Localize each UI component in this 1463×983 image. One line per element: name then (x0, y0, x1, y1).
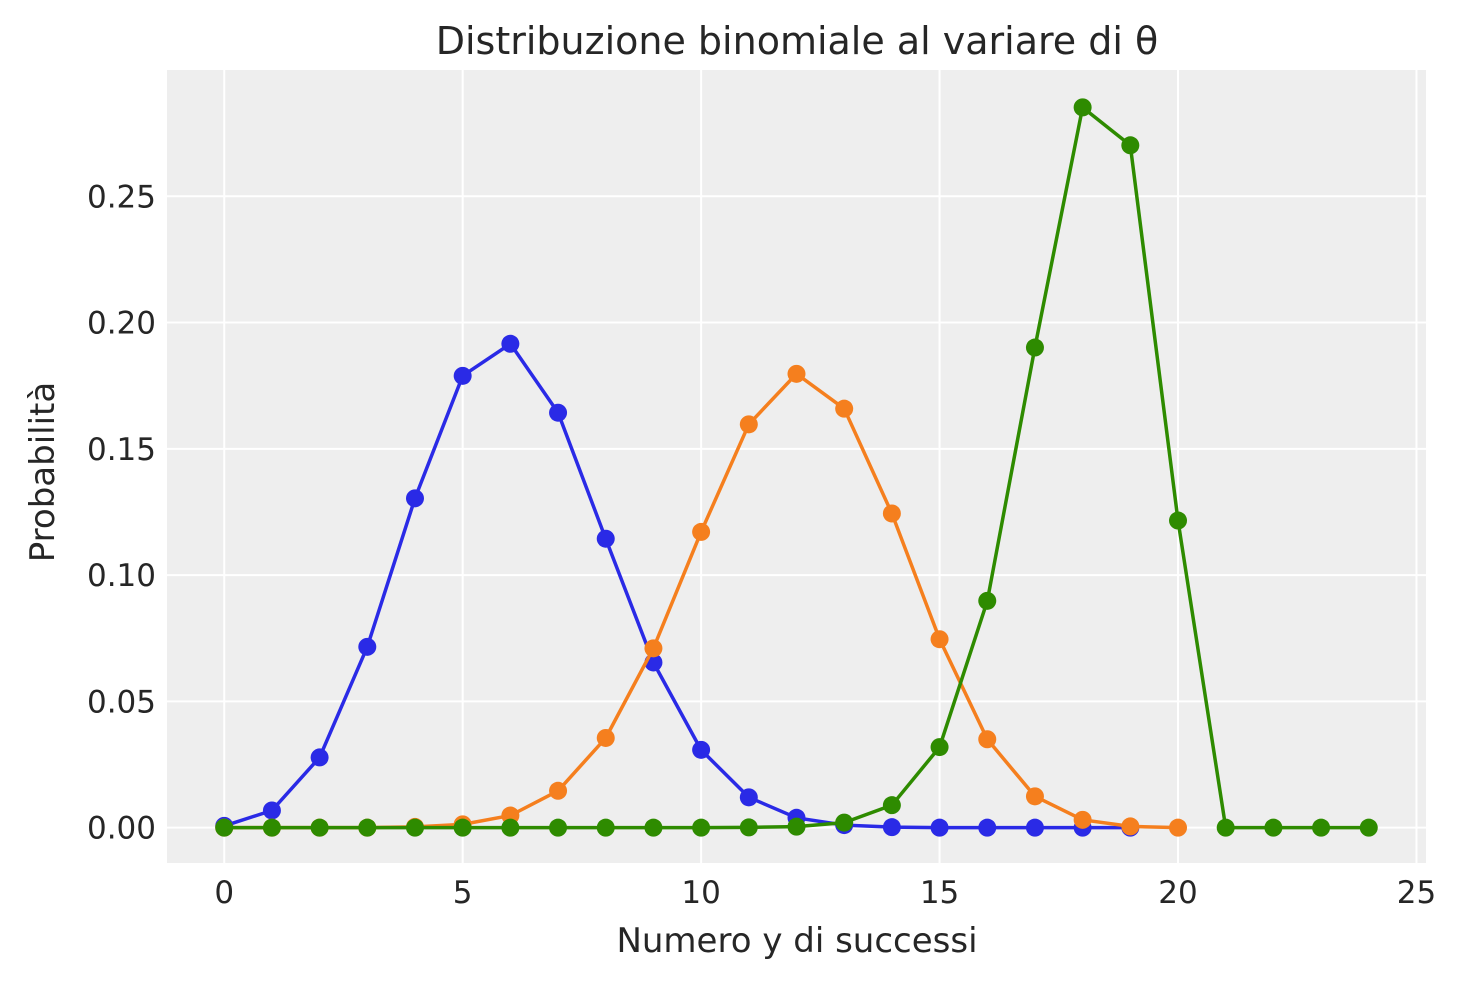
x-tick-label-0: 0 (214, 875, 234, 911)
x-tick-label-1: 5 (453, 875, 473, 911)
series-0-point-2 (310, 748, 329, 767)
series-2-point-19 (1121, 136, 1140, 155)
series-2-point-7 (549, 818, 568, 837)
series-1-point-17 (1025, 787, 1044, 806)
series-2-point-13 (835, 813, 854, 832)
series-2 (215, 98, 1378, 837)
grid-x (223, 70, 1418, 863)
series-2-point-16 (978, 591, 997, 610)
series-2-point-2 (310, 818, 329, 837)
y-tick-label-5: 0.25 (87, 179, 156, 215)
series-0-point-5 (453, 366, 472, 385)
chart-title: Distribuzione binomiale al variare di θ (436, 19, 1159, 63)
series-2-point-18 (1073, 98, 1092, 117)
series-2-point-24 (1359, 818, 1378, 837)
series-0-point-15 (930, 818, 949, 837)
series-0-point-3 (358, 637, 377, 656)
series-0-point-17 (1025, 818, 1044, 837)
y-tick-label-4: 0.20 (87, 306, 156, 342)
series-1-point-18 (1073, 810, 1092, 829)
y-tick-label-3: 0.15 (87, 432, 156, 468)
series-0-point-4 (405, 489, 424, 508)
x-axis-label: Numero y di successi (616, 921, 977, 961)
series-2-point-4 (405, 818, 424, 837)
series-2-point-1 (262, 818, 281, 837)
series-2-point-11 (739, 818, 758, 837)
series-1-point-20 (1169, 818, 1188, 837)
series-0-point-1 (262, 801, 281, 820)
series-0-point-16 (978, 818, 997, 837)
series-0-point-7 (549, 403, 568, 422)
series-0-point-10 (692, 740, 711, 759)
x-tick-label-3: 15 (920, 875, 959, 911)
series-1-point-16 (978, 730, 997, 749)
series-2-point-9 (644, 818, 663, 837)
series-2-point-0 (215, 818, 234, 837)
x-tick-label-4: 20 (1158, 875, 1197, 911)
series-1-point-11 (739, 415, 758, 434)
series-layer (215, 98, 1378, 837)
series-2-point-22 (1264, 818, 1283, 837)
y-tick-labels: 0.00 0.05 0.10 0.15 0.20 0.25 (87, 179, 156, 846)
series-1-point-14 (882, 504, 901, 523)
series-1-point-8 (596, 728, 615, 747)
x-tick-label-2: 10 (681, 875, 720, 911)
series-1-point-10 (692, 522, 711, 541)
series-2-point-15 (930, 738, 949, 757)
series-0-point-11 (739, 788, 758, 807)
y-axis-label: Probabilità (23, 382, 63, 562)
series-0-point-6 (501, 334, 520, 353)
plot-area (167, 70, 1426, 863)
series-1-point-19 (1121, 817, 1140, 836)
y-tick-label-1: 0.05 (87, 684, 156, 720)
series-2-point-21 (1216, 818, 1235, 837)
series-1-point-15 (930, 630, 949, 649)
series-2-point-23 (1312, 818, 1331, 837)
x-tick-label-5: 25 (1397, 875, 1436, 911)
series-1-point-12 (787, 364, 806, 383)
series-2-point-8 (596, 818, 615, 837)
series-2-point-20 (1169, 511, 1188, 530)
series-2-point-17 (1025, 338, 1044, 357)
series-1-point-13 (835, 399, 854, 418)
series-1-point-9 (644, 639, 663, 658)
series-2-point-5 (453, 818, 472, 837)
y-tick-label-2: 0.10 (87, 558, 156, 594)
series-0-point-8 (596, 529, 615, 548)
y-tick-label-0: 0.00 (87, 811, 156, 847)
series-0-point-14 (882, 818, 901, 837)
series-1-point-7 (549, 781, 568, 800)
series-2-point-10 (692, 818, 711, 837)
series-2-point-14 (882, 796, 901, 815)
series-2-point-3 (358, 818, 377, 837)
series-2-point-12 (787, 817, 806, 836)
series-2-point-6 (501, 818, 520, 837)
x-tick-labels: 0 5 10 15 20 25 (214, 875, 1436, 911)
